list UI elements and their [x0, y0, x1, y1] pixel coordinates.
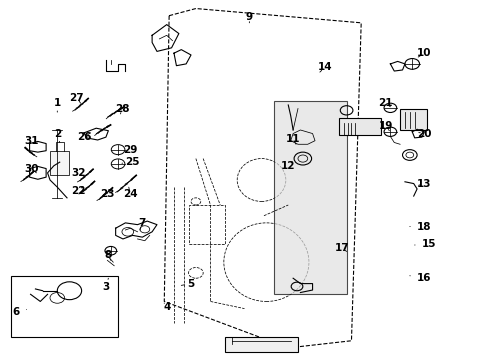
Text: 28: 28	[115, 104, 129, 114]
Text: 5: 5	[181, 279, 194, 289]
Text: 11: 11	[285, 134, 300, 144]
Bar	[399, 109, 426, 130]
Text: 9: 9	[245, 13, 252, 23]
Text: 27: 27	[69, 93, 84, 103]
Text: 22: 22	[71, 186, 85, 196]
Bar	[188, 205, 224, 244]
Text: 12: 12	[281, 161, 295, 171]
Text: 25: 25	[122, 157, 140, 167]
Text: 29: 29	[123, 145, 137, 155]
Text: 10: 10	[416, 48, 431, 58]
Text: 30: 30	[24, 163, 39, 174]
Text: 4: 4	[163, 302, 170, 312]
Text: 8: 8	[104, 250, 112, 260]
Text: 3: 3	[102, 278, 109, 292]
Text: 20: 20	[416, 129, 431, 139]
Text: 2: 2	[54, 129, 61, 143]
Text: 15: 15	[414, 239, 436, 249]
Text: 21: 21	[378, 98, 392, 108]
Text: 19: 19	[378, 121, 392, 131]
Bar	[273, 102, 346, 294]
Bar	[11, 276, 118, 337]
Text: 13: 13	[416, 179, 431, 189]
Text: 18: 18	[409, 222, 431, 232]
Text: 7: 7	[139, 218, 146, 230]
Text: 26: 26	[77, 132, 91, 142]
Bar	[50, 152, 69, 175]
Text: 31: 31	[24, 136, 39, 146]
Text: 17: 17	[334, 243, 348, 253]
Text: 32: 32	[71, 168, 85, 178]
Text: 23: 23	[100, 189, 114, 199]
Text: 1: 1	[54, 98, 61, 112]
Text: 14: 14	[317, 63, 331, 72]
Text: 24: 24	[122, 187, 137, 199]
Bar	[339, 118, 380, 135]
Bar	[224, 337, 297, 352]
Text: 16: 16	[409, 273, 431, 283]
Text: 6: 6	[12, 307, 26, 317]
